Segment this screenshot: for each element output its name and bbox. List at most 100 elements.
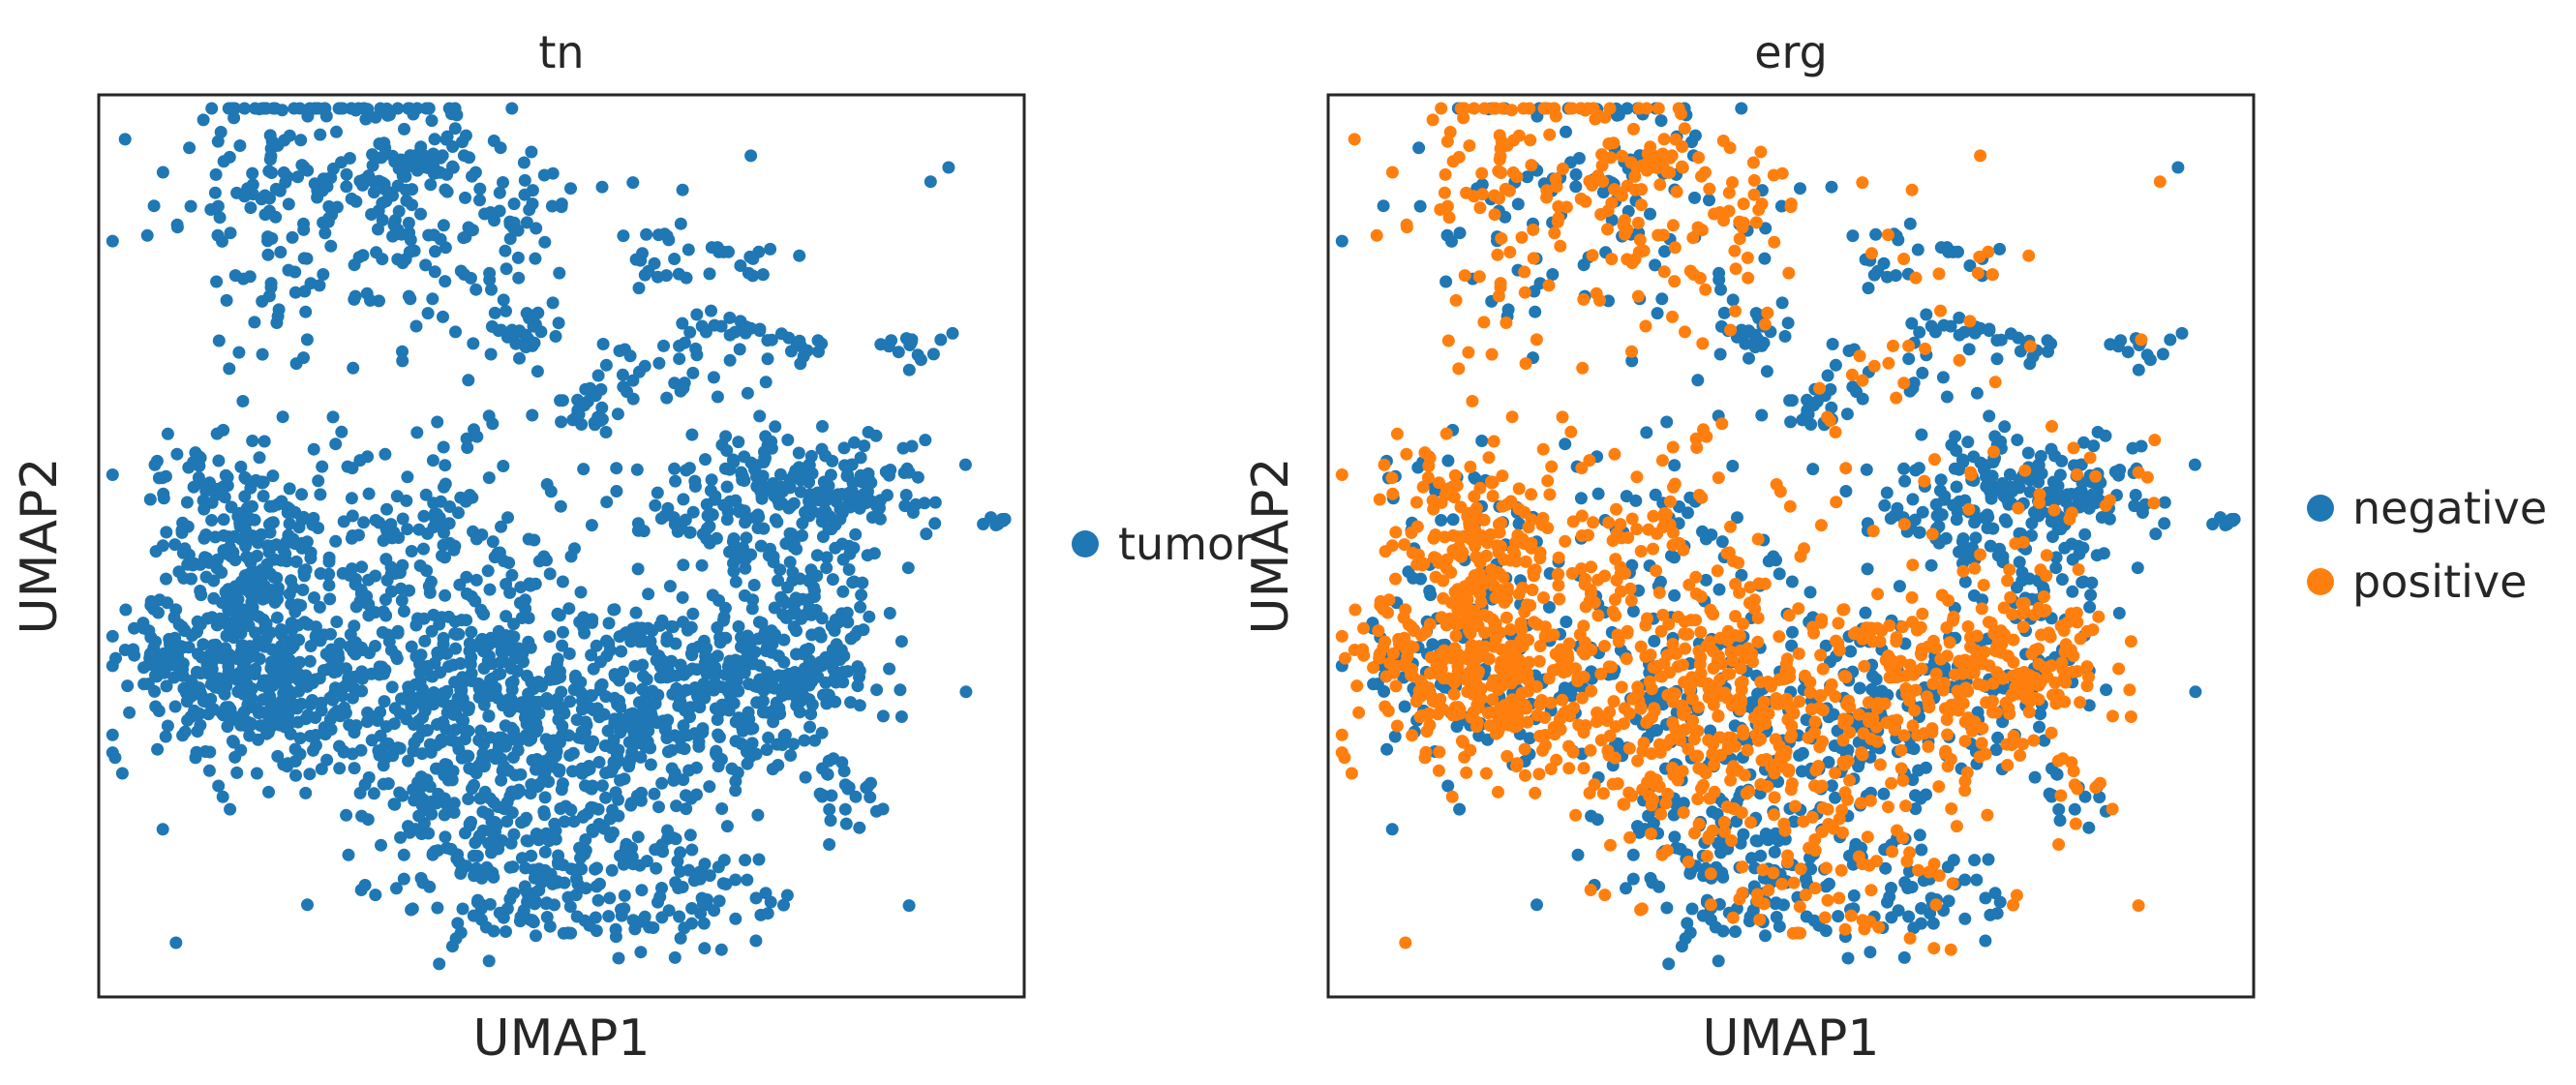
point-positive [1648, 161, 1661, 174]
point-positive [2003, 563, 2016, 577]
point-negative [1475, 435, 1489, 447]
point-positive [1867, 359, 1881, 373]
point-tumor [803, 720, 816, 734]
point-tumor [787, 738, 800, 751]
point-tumor [357, 516, 371, 529]
point-negative [1929, 497, 1943, 511]
point-tumor [403, 694, 416, 708]
point-tumor [168, 538, 182, 552]
point-positive [1566, 515, 1580, 528]
point-positive [1824, 414, 1836, 427]
point-tumor [835, 537, 849, 551]
point-positive [1500, 611, 1513, 624]
point-tumor [271, 705, 285, 717]
point-positive [1429, 570, 1442, 584]
point-tumor [326, 410, 340, 424]
point-tumor [869, 499, 883, 512]
point-tumor [836, 585, 850, 598]
point-tumor [261, 248, 275, 261]
point-tumor [415, 747, 429, 761]
point-tumor [749, 459, 763, 472]
point-tumor [807, 585, 821, 597]
point-tumor [431, 901, 444, 915]
point-tumor [503, 232, 517, 246]
point-tumor [578, 399, 591, 412]
point-tumor [369, 514, 382, 527]
point-negative [1704, 724, 1717, 738]
point-tumor [422, 580, 436, 593]
point-tumor [755, 490, 769, 503]
point-positive [1628, 183, 1642, 196]
point-negative [1569, 167, 1583, 181]
point-tumor [497, 460, 510, 472]
point-tumor [720, 820, 734, 833]
point-tumor [639, 740, 652, 754]
point-tumor [300, 333, 314, 347]
point-positive [1421, 471, 1435, 484]
point-tumor [467, 909, 480, 922]
point-negative [1915, 917, 1928, 930]
point-tumor [287, 581, 300, 594]
point-positive [1460, 186, 1473, 199]
point-tumor [605, 741, 619, 755]
point-tumor [456, 902, 470, 916]
point-positive [1890, 391, 1903, 405]
point-tumor [606, 826, 620, 839]
point-tumor [735, 640, 747, 653]
point-positive [1457, 111, 1470, 125]
point-tumor [803, 575, 816, 588]
point-tumor [514, 581, 528, 594]
point-tumor [685, 843, 699, 857]
point-negative [1450, 720, 1464, 734]
point-positive [1783, 499, 1797, 513]
point-tumor [739, 561, 752, 575]
point-positive [1579, 195, 1592, 208]
point-tumor [766, 763, 779, 776]
point-tumor [507, 197, 521, 211]
point-tumor [799, 770, 812, 784]
point-tumor [500, 610, 513, 623]
point-negative [1953, 328, 1966, 342]
point-negative [1924, 558, 1938, 572]
point-tumor [207, 591, 221, 605]
point-positive [1919, 342, 1932, 355]
point-tumor [723, 311, 737, 324]
point-tumor [106, 234, 119, 248]
point-tumor [436, 149, 449, 163]
point-tumor [460, 432, 473, 445]
point-negative [2171, 161, 2185, 174]
point-tumor [585, 689, 598, 703]
point-negative [1884, 512, 1897, 526]
point-negative [2033, 720, 2046, 734]
point-positive [1751, 532, 1765, 546]
point-negative [2099, 429, 2112, 442]
point-tumor [176, 729, 190, 742]
point-tumor [702, 509, 715, 523]
point-positive [1856, 176, 1869, 190]
point-negative [1735, 102, 1748, 115]
point-tumor [379, 609, 393, 622]
point-positive [1447, 547, 1461, 560]
point-tumor [222, 701, 235, 714]
point-tumor [437, 219, 450, 232]
point-tumor [299, 669, 313, 682]
point-negative [2112, 607, 2126, 619]
point-positive [1493, 526, 1506, 539]
point-tumor [779, 680, 793, 694]
point-tumor [424, 178, 438, 192]
point-tumor [263, 129, 277, 142]
point-tumor [237, 659, 250, 673]
point-tumor [266, 469, 280, 483]
point-positive [1439, 167, 1452, 181]
point-tumor [169, 603, 183, 617]
point-negative [1691, 374, 1705, 387]
point-tumor [841, 616, 855, 629]
point-positive [1622, 741, 1636, 755]
point-negative [1950, 444, 1963, 457]
point-tumor [837, 649, 851, 663]
point-tumor [530, 222, 543, 235]
point-positive [1492, 785, 1504, 799]
point-negative [1407, 571, 1420, 585]
point-tumor [244, 532, 258, 546]
point-tumor [169, 936, 183, 949]
